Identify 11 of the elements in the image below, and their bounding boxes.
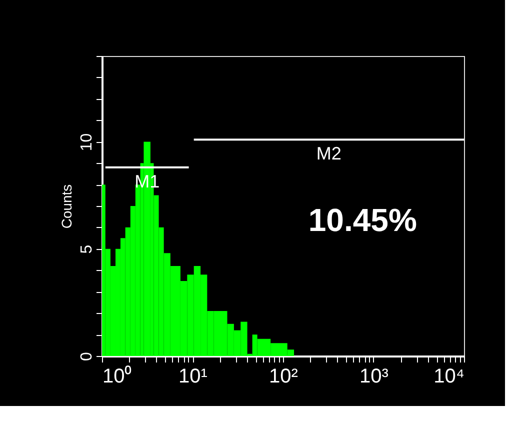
series-label: M2 (316, 144, 342, 164)
x-tick-label: 10⁴ (434, 366, 464, 388)
x-tick-label: 10³ (360, 366, 389, 388)
y-tick-label: 5 (78, 244, 96, 254)
y-tick-label: 10 (78, 133, 96, 152)
x-tick-label: 10⁰ (102, 364, 132, 388)
x-tick-label: 10¹ (178, 366, 208, 388)
x-tick-label: 10² (269, 366, 298, 388)
annotation: 10.45% (308, 202, 417, 238)
y-axis-title: Counts (58, 184, 74, 229)
y-tick-label: 0 (78, 352, 96, 361)
